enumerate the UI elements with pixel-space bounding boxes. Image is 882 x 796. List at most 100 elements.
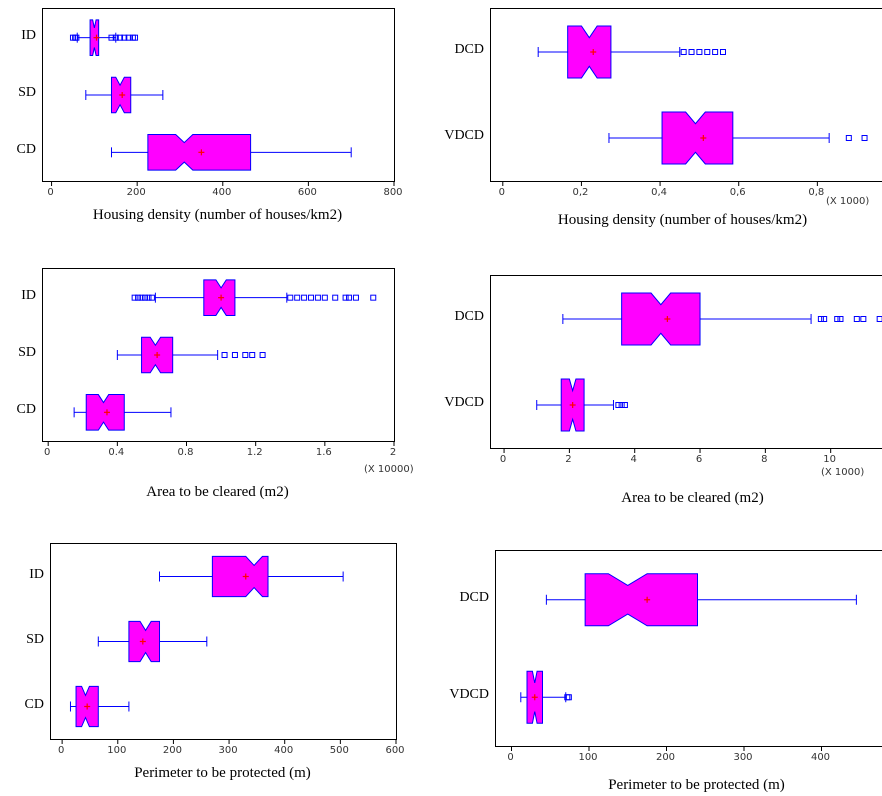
x-tick-label: 0	[498, 187, 505, 198]
outlier-point	[332, 294, 339, 301]
x-tick-label: 0	[57, 745, 65, 756]
outlier-point	[565, 694, 572, 701]
outlier-point	[860, 316, 867, 322]
category-label: DCD	[459, 589, 489, 605]
x-tick-label: 300	[218, 745, 238, 756]
category-label: SD	[26, 631, 44, 647]
outlier-point	[108, 34, 115, 41]
outlier-point	[249, 352, 256, 358]
outlier-point	[121, 34, 128, 41]
outlier-point	[346, 294, 353, 301]
x-tick-label: 0,8	[808, 187, 825, 198]
outlier-point	[712, 49, 719, 55]
category-label: VDCD	[444, 128, 484, 143]
plot-svg	[61, 555, 397, 744]
category-label: CD	[16, 142, 36, 158]
outlier-point	[853, 316, 860, 322]
outlier-point	[688, 49, 695, 55]
category-label: CD	[24, 696, 44, 712]
outlier-point	[294, 294, 301, 301]
outlier-point	[834, 316, 841, 322]
axis-multiplier: (X 1000)	[826, 196, 870, 207]
category-label: DCD	[454, 309, 484, 324]
outlier-point	[615, 402, 622, 408]
panel-3: (X 10000) Area to be cleared (m2) ID SD CD…	[0, 260, 440, 515]
outlier-point	[135, 294, 142, 301]
outlier-point	[821, 316, 828, 322]
panel-2: (X 1000) Housing density (number of hous…	[440, 0, 882, 250]
x-tick-label: 0,6	[729, 187, 746, 198]
x-tick-label: 300	[733, 752, 753, 763]
x-axis-label: Perimeter to be protected (m)	[134, 765, 311, 781]
outlier-point	[131, 294, 138, 301]
x-tick-label: 0,4	[651, 187, 668, 198]
x-tick-label: 0,2	[572, 187, 589, 198]
x-tick-label: 400	[212, 187, 232, 198]
category-label: ID	[21, 287, 36, 303]
outlier-point	[837, 316, 844, 322]
x-tick-label: 1.6	[315, 447, 332, 458]
outlier-point	[138, 294, 145, 301]
outlier-point	[696, 49, 703, 55]
outlier-point	[845, 135, 852, 141]
x-tick-label: 800	[383, 187, 403, 198]
x-tick-label: 0	[507, 752, 514, 763]
category-label: VDCD	[444, 395, 484, 410]
x-tick-label: 0	[499, 454, 507, 465]
plot-frame	[490, 8, 882, 186]
outlier-point	[145, 294, 152, 301]
plot-svg	[502, 25, 868, 186]
outlier-point	[861, 135, 868, 141]
outlier-point	[618, 402, 625, 408]
outlier-point	[352, 294, 359, 301]
outlier-point	[342, 294, 349, 301]
x-tick-label: 100	[107, 745, 127, 756]
category-label: VDCD	[449, 687, 489, 703]
outlier-point	[259, 352, 266, 358]
outlier-point	[112, 34, 119, 41]
plot-frame	[490, 275, 882, 453]
x-tick-label: 200	[655, 752, 676, 763]
x-axis-label: Perimeter to be protected (m)	[608, 777, 785, 793]
outlier-point	[876, 316, 882, 322]
x-axis-label: Housing density (number of houses/km2)	[92, 207, 343, 223]
outlier-point	[370, 294, 377, 301]
outlier-point	[680, 49, 687, 55]
x-tick-label: 600	[297, 187, 317, 198]
x-tick-label: 100	[578, 752, 598, 763]
x-tick-label: 200	[162, 745, 182, 756]
box-DCD	[621, 292, 701, 346]
outlier-point	[242, 352, 249, 358]
x-tick-label: 600	[385, 745, 405, 756]
x-tick-label: 500	[329, 745, 349, 756]
panel-5: Perimeter to be protected (m) ID SD CD 0 100…	[0, 525, 440, 796]
axis-multiplier: (X 10000)	[364, 464, 414, 475]
x-tick-label: 1.2	[246, 447, 263, 458]
category-label: SD	[18, 345, 36, 360]
outlier-point	[132, 34, 139, 41]
x-tick-label: 0.4	[108, 447, 125, 458]
panel-6: Perimeter to be protected (m) DCD VDCD 0 10…	[440, 525, 882, 796]
outlier-point	[221, 352, 228, 358]
plot-frame	[42, 8, 395, 186]
outlier-point	[231, 352, 238, 358]
x-tick-label: 0	[47, 187, 54, 198]
plot-frame	[495, 550, 882, 751]
outlier-point	[308, 294, 315, 301]
plot-svg	[51, 19, 395, 186]
outlier-point	[301, 294, 308, 301]
outlier-point	[117, 34, 124, 41]
x-tick-label: 400	[810, 752, 831, 763]
x-tick-label: 10	[823, 454, 837, 465]
box-ID	[211, 555, 269, 598]
outlier-point	[719, 49, 726, 55]
plot-frame	[42, 268, 395, 446]
x-tick-label: 4	[630, 454, 637, 465]
category-label: SD	[18, 85, 36, 100]
x-tick-label: 8	[761, 454, 768, 465]
outlier-point	[142, 294, 149, 301]
box-VDCD	[661, 111, 734, 165]
plot-svg	[503, 292, 882, 453]
x-axis-label: Housing density (number of houses/km2)	[557, 212, 808, 228]
outlier-point	[73, 34, 80, 41]
